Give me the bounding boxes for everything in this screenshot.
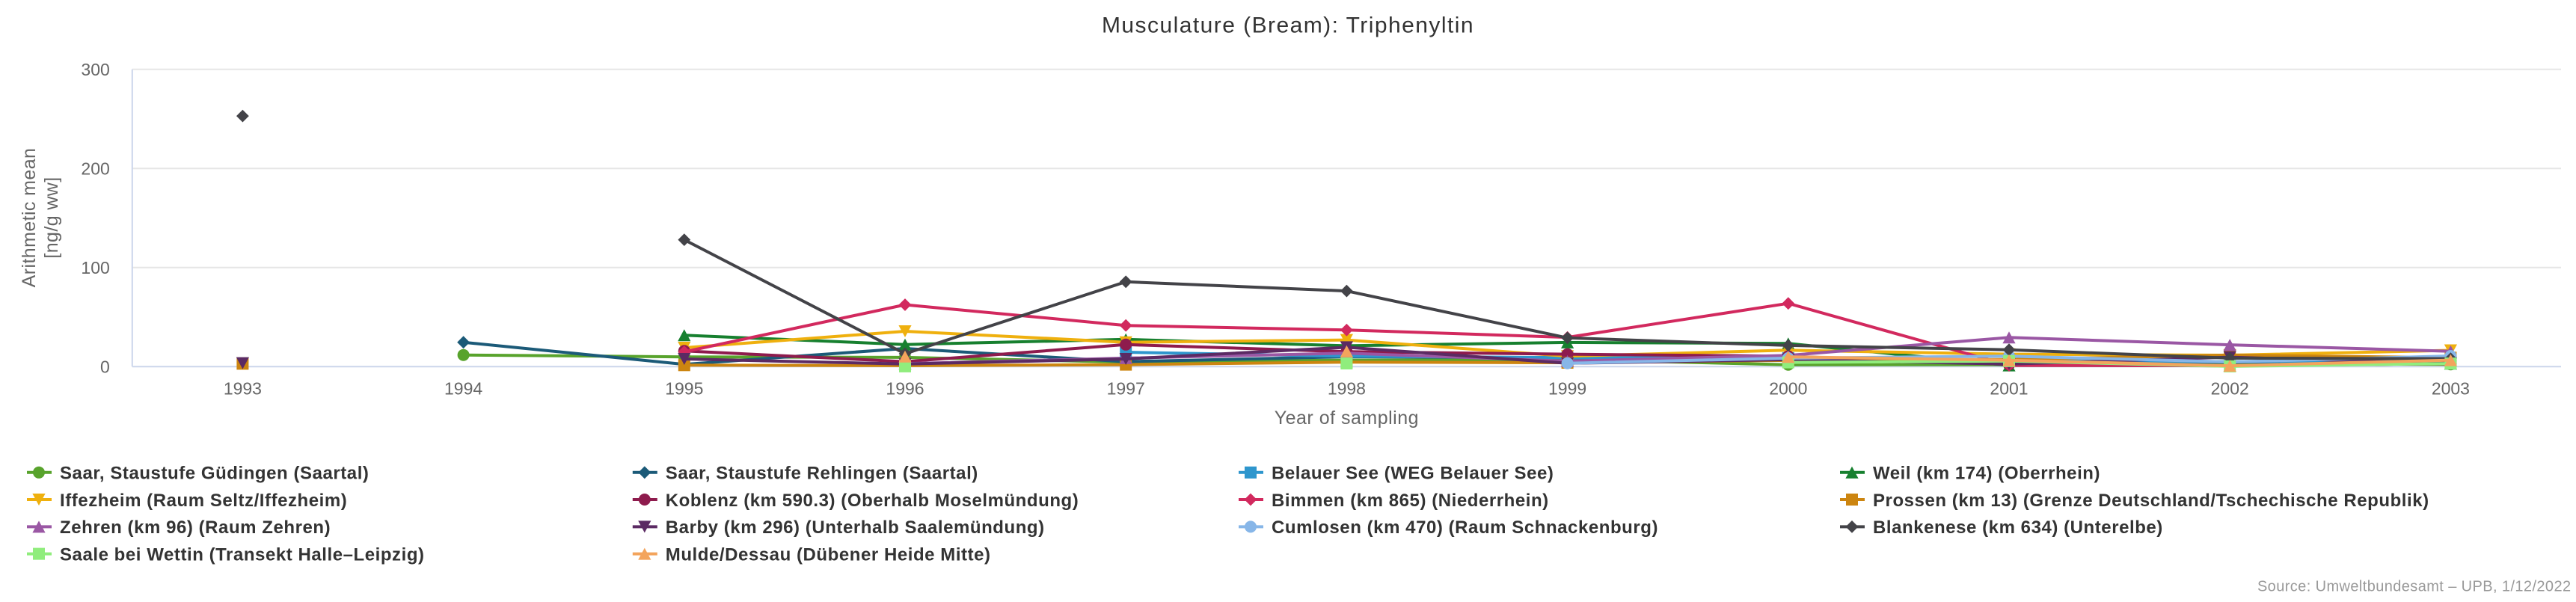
svg-text:Weil (km 174) (Oberrhein): Weil (km 174) (Oberrhein) (1873, 464, 2100, 484)
svg-text:Mulde/Dessau (Dübener Heide Mi: Mulde/Dessau (Dübener Heide Mitte) (666, 544, 991, 565)
svg-text:Musculature (Bream): Triphenyl: Musculature (Bream): Triphenyltin (1102, 13, 1474, 38)
svg-text:200: 200 (81, 159, 109, 179)
svg-text:Bimmen (km 865) (Niederrhein): Bimmen (km 865) (Niederrhein) (1272, 491, 1549, 511)
svg-text:Koblenz (km 590.3) (Oberhalb M: Koblenz (km 590.3) (Oberhalb Moselmündun… (666, 491, 1079, 511)
svg-text:1996: 1996 (886, 379, 924, 399)
svg-text:Prossen (km 13) (Grenze Deutsc: Prossen (km 13) (Grenze Deutschland/Tsch… (1873, 491, 2429, 511)
svg-text:Belauer See (WEG Belauer See): Belauer See (WEG Belauer See) (1272, 464, 1554, 484)
svg-text:1999: 1999 (1548, 379, 1586, 399)
svg-text:Iffezheim (Raum Seltz/Iffezhei: Iffezheim (Raum Seltz/Iffezheim) (60, 491, 347, 511)
svg-text:Zehren (km 96) (Raum Zehren): Zehren (km 96) (Raum Zehren) (60, 517, 331, 538)
svg-text:Saar, Staustufe Güdingen (Saar: Saar, Staustufe Güdingen (Saartal) (60, 464, 369, 484)
svg-text:Cumlosen (km 470) (Raum Schnac: Cumlosen (km 470) (Raum Schnackenburg) (1272, 517, 1658, 538)
svg-text:2000: 2000 (1769, 379, 1807, 399)
svg-text:1995: 1995 (665, 379, 703, 399)
svg-text:Year of sampling: Year of sampling (1275, 408, 1419, 429)
svg-text:[ng/g ww]: [ng/g ww] (41, 176, 62, 258)
svg-text:Barby (km 296) (Unterhalb Saal: Barby (km 296) (Unterhalb Saalemündung) (666, 517, 1045, 538)
svg-text:1998: 1998 (1328, 379, 1366, 399)
svg-text:Saale bei Wettin (Transekt Hal: Saale bei Wettin (Transekt Halle–Leipzig… (60, 544, 425, 565)
svg-text:Arithmetic mean: Arithmetic mean (19, 148, 40, 288)
svg-text:2001: 2001 (1990, 379, 2028, 399)
svg-text:1994: 1994 (444, 379, 482, 399)
svg-text:0: 0 (100, 357, 110, 376)
svg-text:1993: 1993 (224, 379, 262, 399)
svg-text:Blankenese (km 634) (Unterelbe: Blankenese (km 634) (Unterelbe) (1873, 517, 2163, 538)
svg-text:2003: 2003 (2432, 379, 2470, 399)
svg-text:1997: 1997 (1107, 379, 1145, 399)
svg-text:2002: 2002 (2211, 379, 2249, 399)
svg-text:300: 300 (81, 60, 109, 79)
svg-text:Source: Umweltbundesamt – UPB,: Source: Umweltbundesamt – UPB, 1/12/2022 (2257, 579, 2572, 595)
svg-text:100: 100 (81, 258, 109, 277)
svg-text:Saar, Staustufe Rehlingen (Saa: Saar, Staustufe Rehlingen (Saartal) (666, 464, 978, 484)
